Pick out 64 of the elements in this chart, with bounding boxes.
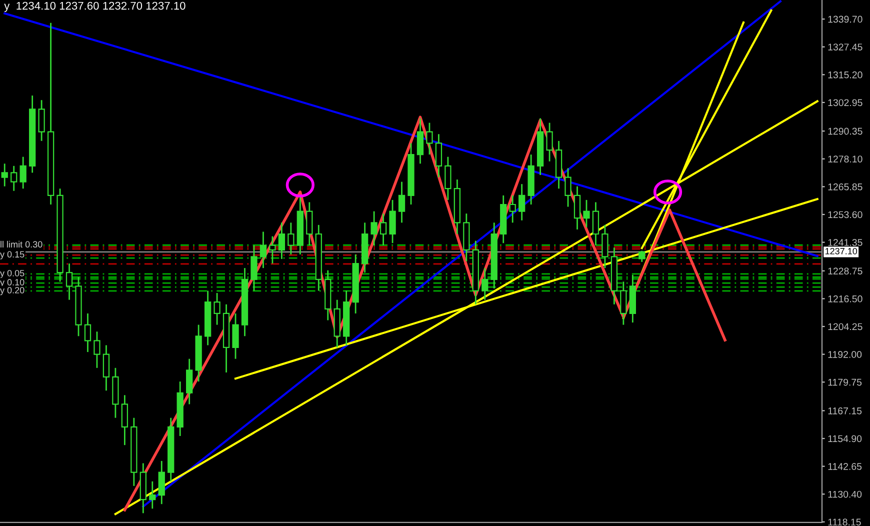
y-tick-label: 1339.70 — [828, 16, 862, 23]
y-tick-label: 1265.85 — [828, 183, 862, 190]
y-tick-label: 1192.00 — [828, 351, 862, 358]
y-tick-label: 1130.40 — [828, 490, 862, 498]
y-tick-label: 1278.10 — [828, 156, 862, 162]
candlestick — [269, 236, 276, 264]
candlestick — [435, 133, 442, 178]
candlestick — [574, 186, 581, 230]
y-tick-label: 1253.60 — [828, 211, 862, 218]
chart-title: y 1234.10 1237.60 1232.70 1237.10 — [4, 2, 186, 12]
candlestick — [288, 222, 294, 256]
candlestick — [389, 199, 396, 244]
candlestick — [10, 165, 18, 192]
ref-line-label: 1237.10 — [825, 248, 858, 254]
candlestick — [416, 118, 424, 164]
candlestick — [583, 199, 590, 228]
candlestick — [84, 312, 92, 353]
candlestick — [482, 267, 488, 301]
candlestick — [380, 212, 387, 246]
ref-line-label: y 0.20 — [0, 287, 24, 296]
candlestick — [518, 183, 526, 222]
candlestick — [509, 194, 516, 224]
candlestick — [546, 122, 553, 162]
y-tick-label: 1179.75 — [828, 378, 862, 386]
candlestick — [214, 292, 220, 326]
candlestick — [66, 262, 73, 301]
candlestick — [20, 156, 26, 190]
candlestick — [564, 167, 572, 208]
y-tick-label: 1154.90 — [828, 435, 862, 442]
y-tick-label: 1167.15 — [828, 407, 862, 414]
ref-line-label: y 0.15 — [0, 251, 24, 260]
y-tick-label: 1241.35 — [828, 239, 862, 246]
y-tick-label: 1315.20 — [828, 71, 862, 78]
y-tick-label: 1327.45 — [828, 44, 862, 50]
candlestick — [426, 122, 433, 156]
candlestick — [398, 181, 406, 224]
candlestick — [186, 358, 193, 405]
candlestick — [1, 162, 8, 188]
candlestick — [592, 202, 600, 246]
candlestick — [620, 280, 627, 326]
candlestick — [94, 330, 100, 369]
candlestick — [638, 250, 646, 263]
candlestick — [149, 480, 156, 510]
candlestick — [444, 156, 452, 201]
y-tick-label: 1118.15 — [828, 518, 861, 526]
y-tick-label: 1216.50 — [828, 295, 862, 302]
y-tick-label: 1228.75 — [828, 268, 862, 274]
candlestick — [306, 202, 313, 246]
candlestick — [158, 460, 165, 505]
candlestick — [370, 210, 378, 246]
y-tick-label: 1290.35 — [828, 128, 862, 135]
y-tick-label: 1302.95 — [828, 99, 862, 106]
candlestick — [38, 99, 45, 142]
candlestick — [121, 394, 128, 446]
y-tick-label: 1142.65 — [828, 463, 862, 470]
candlestick — [232, 312, 239, 360]
ref-line-label: ll limit 0.30 — [0, 240, 42, 248]
candlestick — [260, 231, 267, 269]
y-tick-label: 1204.25 — [828, 323, 862, 330]
candlestick — [102, 344, 110, 392]
ref-line-label: y 0.05 — [0, 270, 24, 278]
candlestick — [250, 244, 258, 292]
candlestick — [278, 222, 286, 260]
candlestick — [602, 224, 608, 269]
